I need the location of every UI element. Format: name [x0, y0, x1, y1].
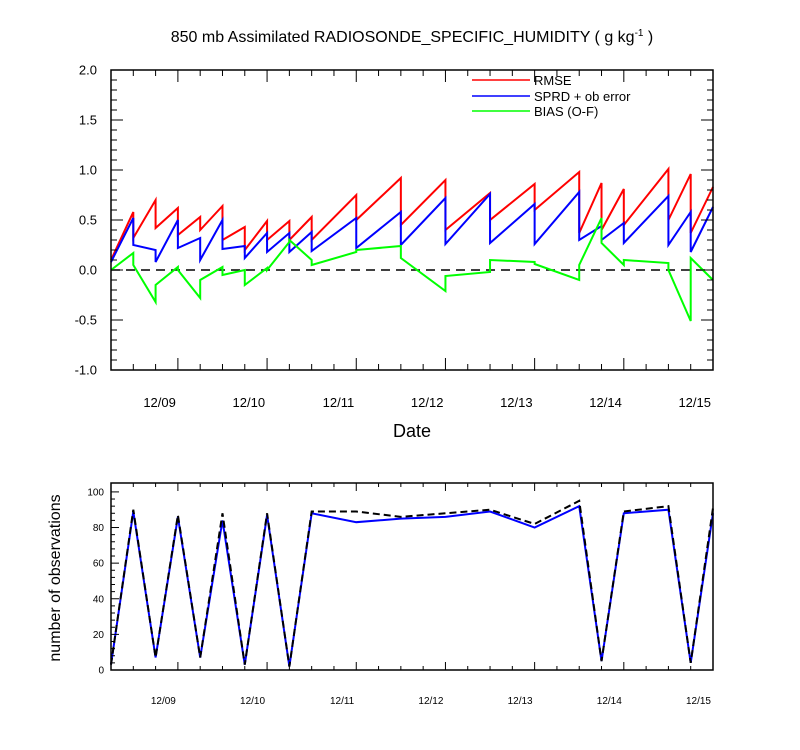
y-tick-label: 0.5: [79, 213, 97, 228]
bottom-plot-frame: [110, 482, 714, 671]
series-line-assimilated: [110, 504, 714, 667]
y-tick-label: 80: [93, 523, 105, 534]
x-axis-label: Date: [393, 421, 431, 441]
series-line-sprd-ob-error: [110, 189, 714, 264]
x-tick-label: 12/15: [686, 696, 711, 707]
y-tick-label: 100: [87, 488, 104, 499]
y-tick-label: 60: [93, 559, 105, 570]
legend-label-sprd: SPRD + ob error: [534, 89, 631, 104]
x-tick-label: 12/11: [323, 395, 355, 410]
x-tick-label: 12/12: [418, 696, 443, 707]
x-tick-label: 12/09: [151, 696, 176, 707]
x-tick-label: 12/13: [508, 696, 533, 707]
y-tick-label: 0.0: [79, 263, 97, 278]
y-tick-label: 20: [93, 630, 105, 641]
x-tick-label: 12/10: [240, 696, 265, 707]
x-tick-label: 12/10: [233, 395, 266, 410]
bottom-y-tick-labels: 0 20 40 60 80 100: [87, 488, 104, 677]
top-plot-frame: [110, 69, 714, 371]
bottom-series-group: [110, 499, 714, 667]
top-y-tick-labels: -1.0 -0.5 0.0 0.5 1.0 1.5 2.0: [75, 63, 97, 378]
x-tick-label: 12/14: [589, 395, 622, 410]
x-tick-label: 12/09: [143, 395, 176, 410]
legend: RMSE SPRD + ob error BIAS (O-F): [472, 73, 631, 119]
y-tick-label: 1.0: [79, 163, 97, 178]
x-tick-label: 12/11: [330, 696, 355, 707]
y-tick-label: -1.0: [75, 363, 97, 378]
y-tick-label: -0.5: [75, 313, 97, 328]
x-tick-label: 12/15: [678, 395, 711, 410]
top-series-group: [110, 166, 714, 322]
y-tick-label: 0: [98, 666, 104, 677]
top-axis-ticks: [110, 69, 714, 371]
legend-label-bias: BIAS (O-F): [534, 104, 598, 119]
bottom-axis-ticks: [110, 483, 714, 671]
x-tick-label: 12/13: [500, 395, 533, 410]
bottom-x-tick-labels: 12/09 12/10 12/11 12/12 12/13 12/14 12/15: [151, 696, 712, 707]
series-line-rmse: [110, 166, 714, 261]
y-tick-label: 40: [93, 594, 105, 605]
series-line-bias-o-f: [110, 217, 714, 322]
series-line-possible: [110, 499, 714, 667]
y-tick-label: 1.5: [79, 113, 97, 128]
top-chart: 850 mb Assimilated RADIOSONDE_SPECIFIC_H…: [75, 28, 714, 441]
chart-title: 850 mb Assimilated RADIOSONDE_SPECIFIC_H…: [171, 28, 654, 46]
x-tick-label: 12/12: [411, 395, 444, 410]
top-x-tick-labels: 12/09 12/10 12/11 12/12 12/13 12/14 12/15: [143, 395, 711, 410]
y-tick-label: 2.0: [79, 63, 97, 78]
x-tick-label: 12/14: [597, 696, 622, 707]
y-axis-label-observations: number of observations: [47, 494, 64, 661]
legend-label-rmse: RMSE: [534, 73, 572, 88]
